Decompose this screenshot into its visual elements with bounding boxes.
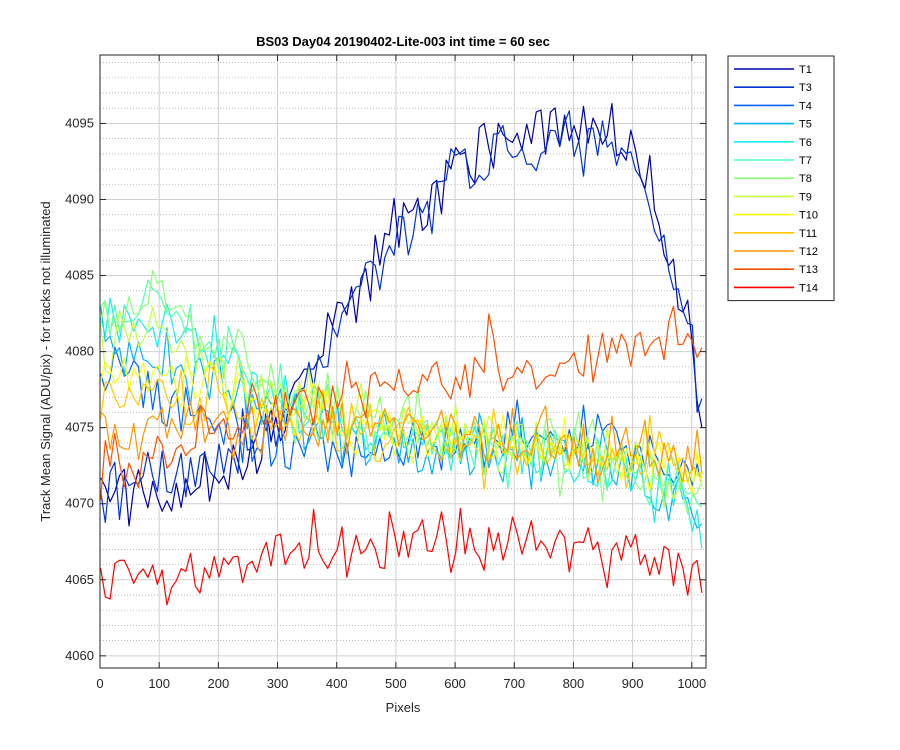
series-layer [100,102,703,606]
y-tick-labels: 4060 4065 4070 4075 4080 4085 4090 4095 [65,115,94,662]
x-tick-label: 0 [96,676,103,691]
y-tick-label: 4095 [65,115,94,130]
y-tick-label: 4090 [65,192,94,207]
x-tick-label: 900 [622,676,644,691]
x-tick-label: 400 [326,676,348,691]
series-line-t3 [100,110,703,524]
series-line-t5 [100,305,703,529]
series-line-t14 [100,507,703,606]
y-tick-label: 4080 [65,344,94,359]
legend: T1 T3 T4 T5 T6 T7 T8 T9 T10 T11 T12 T13 T14 [727,55,835,302]
x-tick-label: 300 [267,676,289,691]
legend-label-t7: T7 [799,155,812,167]
series-line-t1 [100,102,703,527]
y-tick-label: 4070 [65,496,94,511]
y-tick-label: 4075 [65,420,94,435]
legend-label-t13: T13 [799,264,818,276]
x-tick-label: 1000 [677,676,706,691]
legend-label-t8: T8 [799,173,812,185]
x-tick-label: 700 [503,676,525,691]
legend-label-t9: T9 [799,191,812,203]
x-tick-label: 600 [444,676,466,691]
tick-marks [99,55,706,668]
chart-title: BS03 Day04 20190402-Lite-003 int time = … [256,34,550,49]
legend-label-t3: T3 [799,82,812,94]
x-axis-label: Pixels [386,700,421,715]
y-tick-label: 4060 [65,648,94,663]
x-tick-labels: 0 100 200 300 400 500 600 700 800 900 1000 [96,676,706,691]
legend-label-t5: T5 [799,119,812,131]
series-line-t11 [100,366,703,491]
legend-label-t4: T4 [799,100,812,112]
y-tick-label: 4065 [65,572,94,587]
x-tick-label: 800 [563,676,585,691]
series-line-t8 [100,269,703,515]
legend-label-t1: T1 [799,64,812,76]
legend-label-t14: T14 [799,282,818,294]
legend-label-t12: T12 [799,246,818,258]
legend-label-t11: T11 [799,228,817,240]
x-tick-label: 500 [385,676,407,691]
plot-frame [99,54,707,669]
legend-label-t10: T10 [799,210,818,222]
x-tick-label: 200 [208,676,230,691]
y-axis-label: Track Mean Signal (ADU/pix) - for tracks… [38,201,53,521]
plot-area [100,55,706,668]
y-tick-label: 4085 [65,268,94,283]
series-line-t12 [100,400,703,484]
x-tick-label: 100 [148,676,170,691]
series-line-t13 [100,305,703,500]
legend-label-t6: T6 [799,137,812,149]
